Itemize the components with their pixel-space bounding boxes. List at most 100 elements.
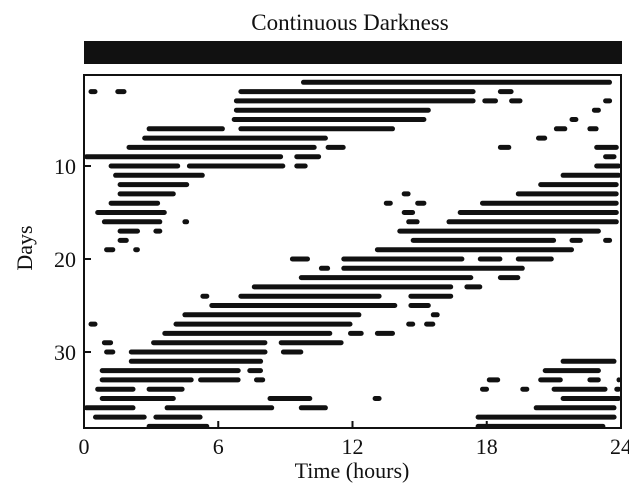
- activity-bout-day13-2: [401, 191, 411, 197]
- activity-bout-day35-4: [560, 396, 621, 401]
- activity-bout-day34-1: [95, 386, 136, 392]
- activity-bout-day23-2: [464, 284, 483, 290]
- activity-bout-day36-1: [84, 405, 136, 411]
- activity-bout-day8-3: [497, 144, 512, 150]
- activity-bout-day22-1: [298, 275, 474, 281]
- activity-bout-day33-3: [254, 377, 266, 383]
- activity-bout-day24-3: [408, 293, 454, 299]
- activity-bout-day19-3: [374, 247, 574, 253]
- activity-bout-day18-3: [569, 237, 583, 243]
- x-tick-label-24: 24: [610, 434, 629, 459]
- activity-bout-day34-6: [614, 386, 621, 392]
- activity-bout-day10-4: [594, 163, 621, 169]
- activity-bout-day8-1: [126, 144, 317, 150]
- activity-bout-day2-2: [115, 89, 127, 95]
- activity-bout-day37-2: [153, 414, 203, 420]
- activity-bout-day35-3: [372, 396, 382, 401]
- activity-bout-day33-2: [198, 377, 241, 383]
- activity-bout-day9-3: [603, 154, 617, 160]
- activity-bout-day27-4: [424, 321, 436, 327]
- y-tick-label-10: 10: [54, 154, 76, 179]
- activity-bout-day21-2: [341, 265, 525, 271]
- activity-bout-day23-1: [251, 284, 454, 290]
- activity-bout-day10-2: [186, 163, 286, 169]
- activity-bout-day32-3: [542, 368, 601, 374]
- activity-bout-day34-2: [146, 386, 185, 392]
- activity-bout-day14-4: [480, 200, 619, 206]
- activity-bout-day18-4: [603, 237, 613, 243]
- activity-bout-day34-3: [480, 386, 489, 392]
- activity-bout-day36-4: [533, 405, 617, 411]
- activity-bout-day17-3: [397, 228, 601, 234]
- activity-bout-day19-1: [104, 247, 116, 253]
- y-axis-label: Days: [12, 225, 37, 270]
- activity-bout-day6-1: [146, 126, 225, 132]
- activity-bout-day11-1: [113, 172, 205, 178]
- activity-bout-day32-1: [99, 368, 241, 374]
- activity-bout-day11-2: [560, 172, 621, 178]
- activity-bout-day7-2: [536, 135, 548, 141]
- activity-bout-day12-1: [117, 182, 190, 188]
- activity-bout-day34-5: [551, 386, 608, 392]
- activity-bout-day20-3: [477, 256, 503, 262]
- activity-bout-day16-4: [446, 219, 619, 225]
- activity-bout-day18-1: [117, 237, 129, 243]
- activity-bout-day18-2: [410, 237, 557, 243]
- activity-bout-day1-1: [301, 79, 612, 85]
- activity-bout-day36-2: [164, 405, 275, 411]
- x-tick-label-12: 12: [342, 434, 364, 459]
- activity-bout-day25-2: [408, 303, 431, 308]
- activity-bout-day30-3: [280, 349, 304, 355]
- activity-bout-day24-2: [238, 293, 382, 299]
- activity-bout-day3-4: [603, 98, 613, 104]
- activity-bout-day17-2: [153, 228, 163, 234]
- activity-bout-day5-2: [569, 117, 579, 122]
- activity-bout-day2-1: [88, 89, 98, 95]
- activity-bout-day24-1: [200, 293, 210, 299]
- activity-bout-day20-2: [341, 256, 465, 262]
- x-axis-label: Time (hours): [295, 458, 410, 483]
- activity-bout-day29-1: [101, 340, 114, 346]
- activity-bout-day5-1: [231, 117, 427, 122]
- activity-bout-day37-1: [93, 414, 147, 420]
- activity-bout-day20-1: [289, 256, 310, 262]
- activity-bout-day37-3: [475, 414, 617, 420]
- activity-bout-day25-1: [209, 303, 398, 308]
- activity-bout-day13-3: [515, 191, 619, 197]
- activity-bout-day33-7: [616, 377, 621, 383]
- y-tick-label-30: 30: [54, 340, 76, 365]
- activity-bout-day13-1: [117, 191, 176, 197]
- activity-bout-day19-2: [133, 247, 140, 253]
- activity-bout-day35-1: [99, 396, 176, 401]
- activity-bout-day32-2: [247, 368, 263, 374]
- activity-bout-day9-2: [294, 154, 322, 160]
- activity-bout-day6-2: [238, 126, 395, 132]
- activity-bout-day27-3: [406, 321, 416, 327]
- activity-bout-day28-2: [348, 330, 364, 336]
- activity-bout-day29-3: [278, 340, 344, 346]
- activity-bout-day31-2: [560, 358, 617, 364]
- activity-bout-day26-2: [430, 312, 440, 318]
- activity-bout-day14-2: [383, 200, 393, 206]
- activity-bout-day20-4: [515, 256, 554, 262]
- activity-bout-day35-2: [267, 396, 313, 401]
- activity-bout-day16-2: [182, 219, 190, 225]
- activity-bout-day30-2: [128, 349, 268, 355]
- activity-bout-day27-2: [173, 321, 353, 327]
- activity-bout-day33-1: [99, 377, 194, 383]
- activity-bout-day6-3: [553, 126, 568, 132]
- activity-bout-day26-1: [182, 312, 362, 318]
- activity-bout-day31-1: [128, 358, 264, 364]
- activity-bout-day15-2: [401, 210, 416, 215]
- activity-bout-day2-4: [497, 89, 514, 95]
- activity-bout-day33-5: [538, 377, 563, 383]
- condition-label: Continuous Darkness: [251, 10, 448, 35]
- x-tick-label-18: 18: [476, 434, 498, 459]
- activity-bout-day15-1: [95, 210, 167, 215]
- activity-bout-day3-3: [509, 98, 523, 104]
- activity-bout-day33-6: [587, 377, 601, 383]
- x-axis: 0 6 12 18 24: [79, 421, 629, 459]
- activity-bout-day28-3: [374, 330, 395, 336]
- activity-bout-day28-1: [162, 330, 333, 336]
- activity-bout-day12-2: [538, 182, 619, 188]
